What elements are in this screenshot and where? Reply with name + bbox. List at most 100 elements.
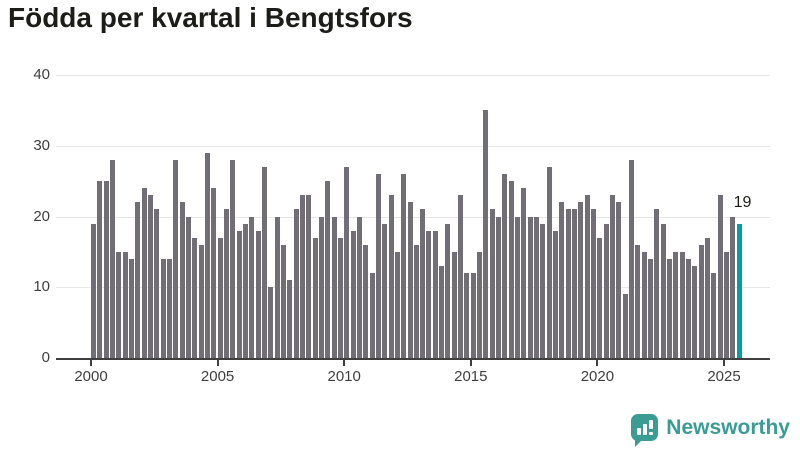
logo-wordmark: Newsworthy	[666, 415, 790, 439]
bar-2004-q4	[211, 188, 217, 358]
bar-2015-q2	[477, 251, 483, 358]
bar-2000-q1	[91, 223, 96, 358]
bar-2019-q2	[578, 202, 584, 358]
bar-2013-q2	[426, 230, 432, 358]
bar-2017-q1	[521, 188, 527, 358]
bar-2012-q3	[407, 202, 413, 358]
gridline-y-40	[56, 75, 770, 76]
bar-2002-q3	[154, 209, 160, 358]
bar-2003-q4	[185, 216, 191, 358]
bar-2009-q2	[325, 181, 331, 358]
bar-2001-q3	[128, 258, 134, 358]
highlight-value-label: 19	[733, 193, 752, 211]
logo-exclamation-dot	[649, 432, 654, 435]
bar-2012-q4	[413, 244, 419, 358]
bar-2022-q3	[660, 223, 666, 358]
bar-2016-q3	[508, 181, 514, 358]
bar-2006-q1	[242, 223, 248, 358]
newsworthy-logo[interactable]: Newsworthy	[631, 414, 790, 447]
bar-2014-q2	[451, 251, 457, 358]
bar-2003-q2	[173, 159, 179, 358]
bar-2007-q2	[274, 216, 280, 358]
gridline-y-20	[56, 216, 770, 218]
bar-2020-q2	[603, 223, 609, 358]
bar-2008-q2	[299, 195, 305, 358]
bar-2020-q4	[616, 202, 622, 358]
bar-2000-q3	[103, 181, 109, 358]
bar-2022-q2	[654, 209, 660, 358]
bar-2018-q3	[559, 202, 565, 358]
bar-2014-q1	[445, 223, 451, 358]
bar-2010-q4	[363, 244, 369, 358]
bar-2009-q1	[318, 216, 324, 358]
bar-2013-q3	[432, 230, 438, 358]
bar-2020-q1	[597, 237, 603, 358]
bar-2000-q4	[109, 159, 115, 358]
bar-2024-q3	[711, 273, 717, 358]
x-tick-2000	[90, 360, 92, 366]
bar-2012-q2	[401, 174, 407, 358]
bar-2022-q1	[648, 258, 654, 358]
gridline-y-10	[56, 287, 770, 289]
bar-2015-q4	[489, 209, 495, 358]
bar-2024-q1	[698, 244, 704, 358]
bar-2004-q3	[204, 152, 210, 358]
bar-2006-q2	[249, 216, 255, 358]
x-tick-2010	[343, 360, 346, 366]
bar-2004-q2	[198, 244, 204, 358]
bar-2014-q3	[458, 195, 464, 358]
bar-2011-q1	[369, 273, 375, 358]
bar-2015-q3	[483, 110, 489, 358]
bar-2016-q2	[502, 174, 508, 358]
bar-2020-q3	[610, 195, 616, 358]
bar-2003-q3	[179, 202, 185, 358]
y-axis-label-30: 30	[33, 136, 50, 154]
bar-2010-q2	[350, 230, 356, 358]
bar-2024-q4	[717, 195, 723, 358]
x-tick-2005	[216, 360, 219, 366]
bar-2021-q2	[629, 159, 635, 358]
x-axis-label-2000: 2000	[74, 368, 108, 385]
bar-2016-q1	[496, 216, 502, 358]
y-axis-label-20: 20	[33, 207, 50, 225]
x-axis-label-2020: 2020	[580, 368, 615, 385]
bar-2022-q4	[667, 258, 673, 358]
logo-bar-1	[637, 428, 642, 435]
bar-2018-q2	[553, 230, 559, 358]
x-axis-label-2025: 2025	[707, 368, 741, 385]
bar-2000-q2	[97, 181, 103, 358]
bar-2007-q3	[280, 244, 286, 358]
bar-2011-q4	[388, 195, 394, 358]
chart-title: Födda per kvartal i Bengtsfors	[8, 2, 413, 33]
bar-2003-q1	[166, 258, 172, 358]
bar-2017-q3	[534, 216, 540, 358]
bar-2006-q3	[255, 230, 261, 358]
x-tick-2020	[596, 360, 599, 366]
bar-2008-q4	[312, 237, 318, 358]
y-axis-label-40: 40	[33, 66, 50, 83]
bar-2005-q4	[236, 230, 242, 358]
bar-2001-q2	[122, 251, 128, 358]
x-tick-2015	[469, 360, 472, 366]
bar-2007-q1	[268, 287, 274, 358]
bar-2015-q1	[470, 273, 476, 358]
bar-2002-q1	[141, 188, 147, 358]
bar-2019-q3	[584, 195, 590, 358]
bar-2021-q3	[635, 244, 641, 358]
bar-2005-q3	[230, 159, 236, 358]
bar-2002-q4	[160, 258, 166, 358]
y-axis-label-0: 0	[41, 349, 50, 366]
bar-2025-q1	[724, 251, 729, 358]
x-axis-label-2015: 2015	[454, 368, 488, 385]
y-axis-label-10: 10	[33, 278, 50, 296]
bar-2019-q1	[572, 209, 578, 358]
newsworthy-speech-bubble-chart-icon	[631, 414, 659, 447]
bar-2013-q4	[439, 266, 445, 358]
bar-2011-q2	[375, 174, 381, 358]
x-tick-2025	[723, 360, 725, 366]
bar-2021-q4	[641, 251, 647, 358]
bar-2010-q3	[356, 216, 362, 358]
bar-2002-q2	[147, 195, 153, 358]
bar-2009-q4	[337, 237, 343, 358]
